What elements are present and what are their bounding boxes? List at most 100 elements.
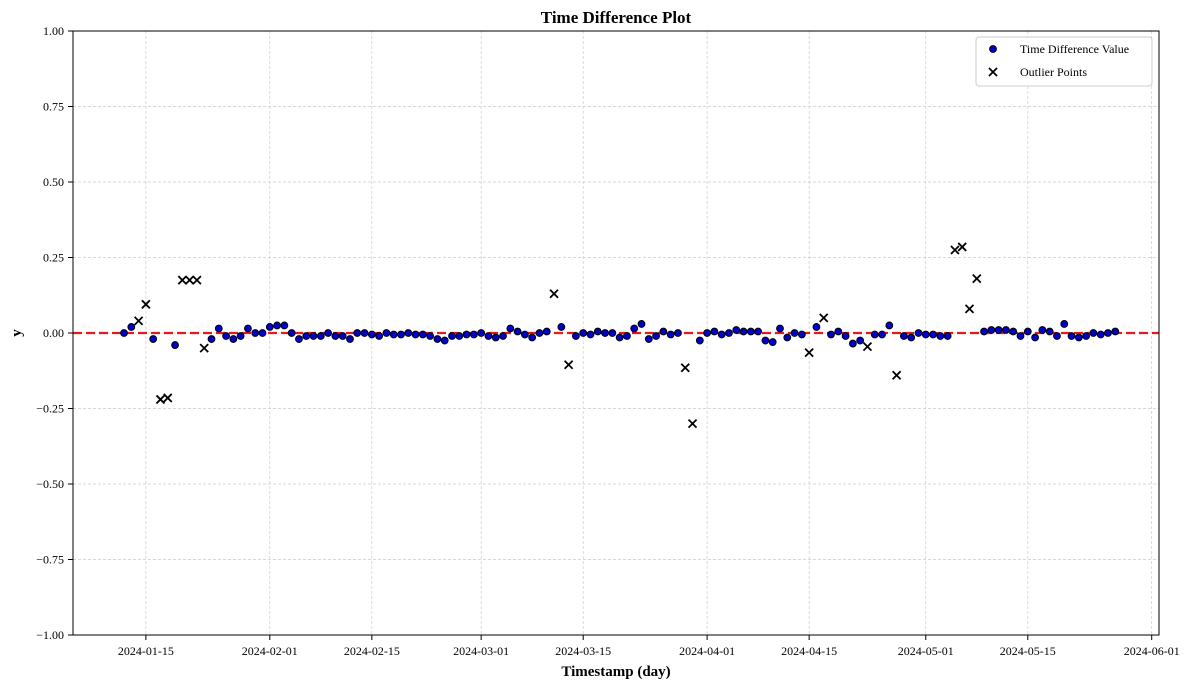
data-point <box>265 323 274 331</box>
data-point <box>455 332 464 340</box>
data-point <box>856 336 865 345</box>
outlier-point <box>199 343 209 353</box>
data-point <box>593 327 602 336</box>
y-tick-label: 0.00 <box>43 326 64 340</box>
data-point <box>885 321 894 330</box>
x-tick-label: 2024-06-01 <box>1124 644 1180 658</box>
data-point <box>608 329 617 337</box>
data-point <box>302 332 311 340</box>
data-point <box>666 330 675 339</box>
data-point <box>572 332 580 340</box>
data-point <box>1002 326 1010 334</box>
data-point <box>790 329 799 337</box>
data-point <box>936 332 945 340</box>
data-point <box>914 329 923 337</box>
data-point <box>703 329 712 337</box>
data-point <box>987 326 996 334</box>
data-point <box>499 332 507 340</box>
data-point <box>1045 327 1054 336</box>
outlier-point <box>680 363 690 373</box>
data-point <box>397 330 405 339</box>
data-point <box>353 329 362 337</box>
outlier-point <box>133 316 144 326</box>
outlier-point <box>964 304 975 314</box>
data-point <box>1111 327 1120 336</box>
data-point <box>389 330 398 339</box>
data-point <box>674 329 682 337</box>
data-point <box>615 333 624 342</box>
data-point <box>1082 332 1091 340</box>
outlier-point <box>141 299 151 309</box>
data-point <box>637 320 646 328</box>
legend-label: Outlier Points <box>1020 65 1087 79</box>
data-point <box>994 326 1003 334</box>
data-point <box>1009 327 1018 336</box>
outlier-point <box>155 394 166 405</box>
data-point <box>732 326 741 334</box>
y-tick-label: 0.50 <box>43 175 64 189</box>
data-point <box>943 332 952 340</box>
data-point <box>477 329 486 337</box>
outlier-point <box>563 360 574 370</box>
data-point <box>768 338 777 346</box>
data-point <box>287 329 296 337</box>
data-point <box>710 327 719 336</box>
x-tick-label: 2024-03-15 <box>555 644 611 658</box>
data-point <box>316 332 325 340</box>
data-point <box>1038 326 1047 334</box>
data-point <box>797 330 806 339</box>
data-point <box>1053 332 1061 340</box>
data-point <box>331 332 340 340</box>
outlier-point <box>819 313 829 323</box>
data-point <box>878 330 886 339</box>
y-axis-title: y <box>9 329 25 337</box>
data-point <box>251 329 260 337</box>
x-tick-label: 2024-04-15 <box>781 644 837 658</box>
outlier-point <box>687 418 698 429</box>
x-tick-label: 2024-04-01 <box>679 644 735 658</box>
x-tick-label: 2024-01-15 <box>118 644 174 658</box>
outlier-point <box>891 370 902 380</box>
data-point <box>528 333 537 342</box>
y-tick-label: 1.00 <box>43 24 64 38</box>
outlier-point <box>549 289 559 299</box>
data-point <box>542 327 551 336</box>
data-point <box>258 329 267 337</box>
data-point <box>848 339 857 348</box>
data-point <box>921 330 930 339</box>
data-point <box>761 336 770 345</box>
data-point <box>1074 333 1083 342</box>
data-point <box>1060 320 1069 328</box>
legend-marker-outlier <box>988 67 998 77</box>
outlier-point <box>184 275 195 285</box>
data-point <box>644 335 653 343</box>
data-point <box>601 329 609 337</box>
data-point <box>222 332 230 340</box>
data-point <box>652 332 660 340</box>
data-point <box>484 332 493 340</box>
data-point <box>929 330 937 339</box>
data-point <box>360 329 369 337</box>
data-point <box>149 335 158 343</box>
x-tick-label: 2024-05-01 <box>898 644 954 658</box>
data-point <box>739 327 748 336</box>
data-point <box>171 341 179 349</box>
data-point <box>899 332 908 340</box>
outlier-point <box>957 242 967 252</box>
data-point <box>630 324 639 333</box>
data-point <box>870 330 879 339</box>
data-point <box>127 323 136 331</box>
data-point <box>1016 332 1025 340</box>
data-point <box>367 330 376 339</box>
chart-title: Time Difference Plot <box>541 8 692 27</box>
data-point <box>418 330 427 339</box>
data-point <box>535 329 544 337</box>
data-point <box>309 332 318 340</box>
data-point <box>1104 329 1112 337</box>
legend: Time Difference Value Outlier Points <box>975 36 1153 87</box>
ticks-layer: 2024-01-15 2024-02-01 2024-02-15 2024-03-01… <box>36 24 1179 658</box>
data-point <box>120 329 128 337</box>
data-point <box>324 329 333 337</box>
